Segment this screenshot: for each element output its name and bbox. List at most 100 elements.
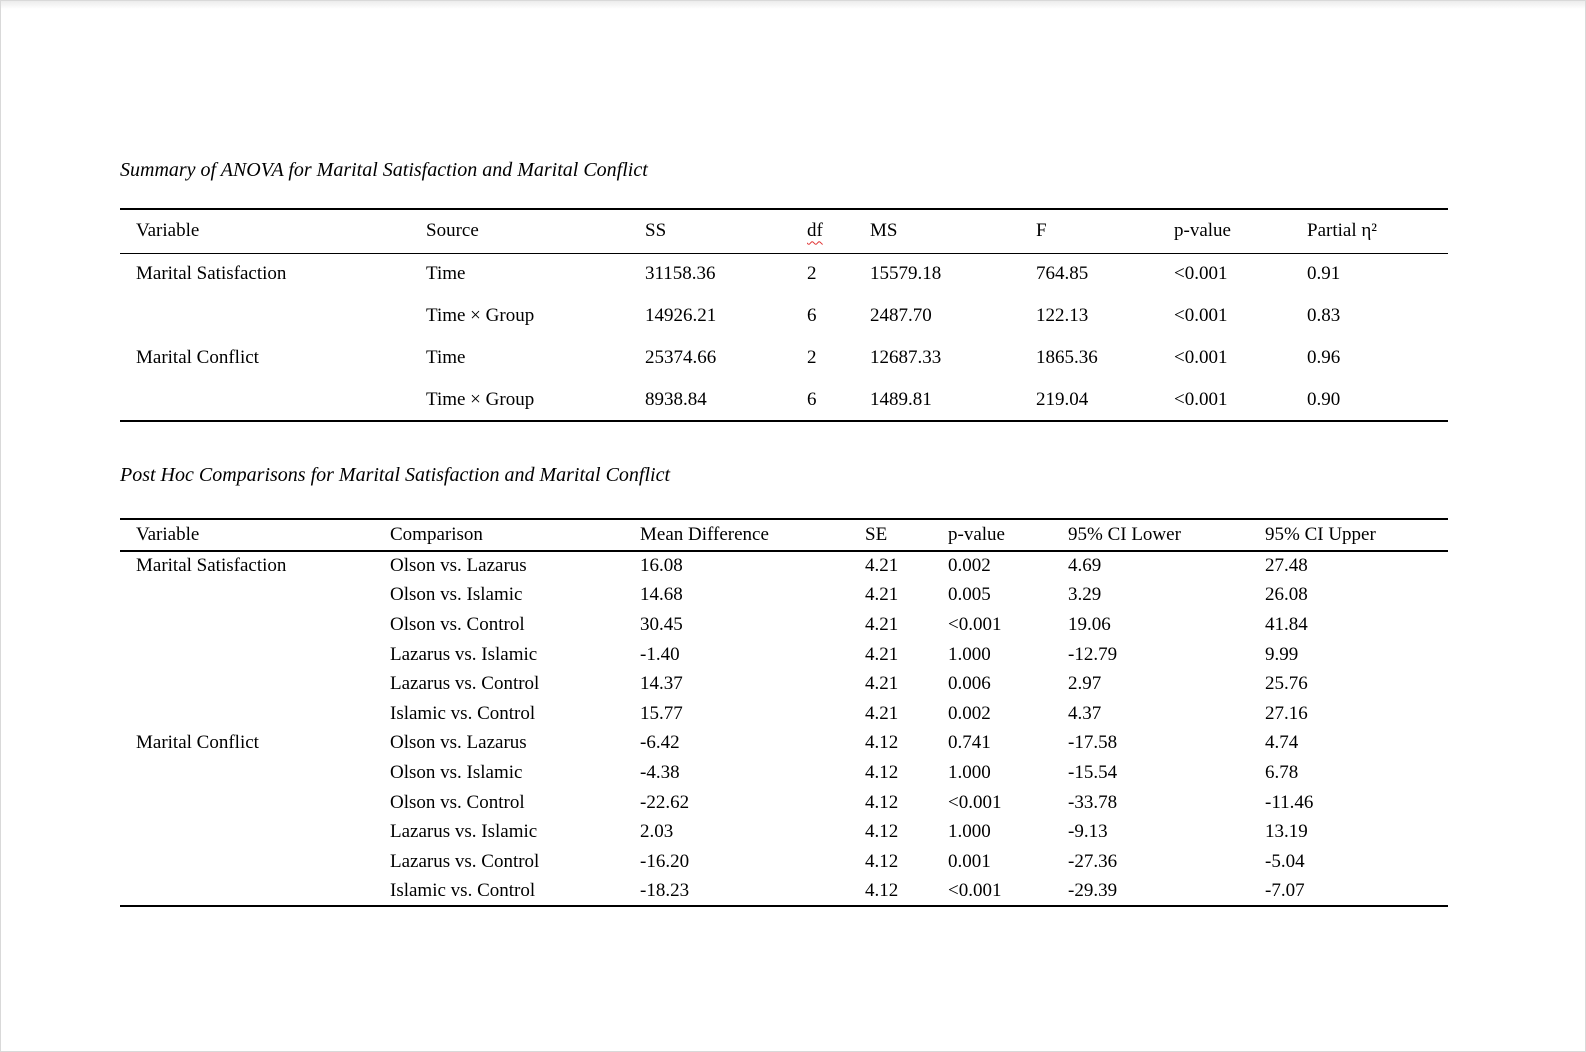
table-cell [120,758,390,788]
table-cell: Marital Satisfaction [136,555,287,577]
table-cell: <0.001 [1174,388,1228,410]
table-cell: 9.99 [1265,643,1299,665]
table-cell: Lazarus vs. Control [390,673,540,695]
table-cell: 4.21 [865,613,899,635]
table-cell [120,581,390,611]
table-cell: 0.83 [1307,305,1341,326]
table-cell: -27.36 [1068,850,1118,872]
table-cell: 4.12 [865,879,899,901]
table-row: Lazarus vs. Islamic -1.40 4.21 1.000 -12.79 9… [120,640,1448,670]
posthoc-header-ci-upper: 95% CI Upper [1265,524,1376,545]
table-cell: -33.78 [1068,791,1118,813]
table-cell: 4.12 [865,761,899,783]
table-cell: Lazarus vs. Islamic [390,821,538,843]
table-cell: -16.20 [640,850,690,872]
table-cell: -9.13 [1068,821,1108,843]
anova-header-df: df [807,209,870,253]
anova-table: Variable Source SS df MS F p-value Parti… [120,208,1448,422]
table-cell: -22.62 [640,791,690,813]
table-cell: 4.21 [865,673,899,695]
table-row: Lazarus vs. Islamic 2.03 4.12 1.000 -9.13 13.… [120,817,1448,847]
table-cell: 0.96 [1307,347,1341,368]
anova-header-ss: SS [645,220,667,242]
table-cell: 1865.36 [1036,347,1098,368]
table-cell: -29.39 [1068,879,1118,901]
table-row: Marital Satisfaction Olson vs. Lazarus 16.… [120,551,1448,581]
posthoc-table-body: Marital Satisfaction Olson vs. Lazarus 16.… [120,551,1448,906]
table-cell: 0.001 [948,850,991,872]
table-cell: 1.000 [948,643,991,665]
table-cell: -18.23 [640,879,690,901]
table-cell: 25.76 [1265,673,1308,695]
table-cell: 1489.81 [870,388,932,410]
table-cell: 0.005 [948,584,991,606]
table-cell: 31158.36 [645,263,716,285]
table-row: Lazarus vs. Control -16.20 4.12 0.001 -27.36… [120,847,1448,877]
table-cell: 0.006 [948,673,991,695]
table-cell: 14.37 [640,673,683,695]
anova-header-ms: MS [870,220,898,242]
table-cell: 6.78 [1265,761,1299,783]
table-cell: -12.79 [1068,643,1118,665]
table-row: Marital Satisfaction Time 31158.36 2 15579.1… [120,253,1448,295]
table-cell: -1.40 [640,643,680,665]
table-cell: 4.21 [865,584,899,606]
anova-header-pvalue: p-value [1174,220,1231,242]
table-row: Olson vs. Islamic 14.68 4.21 0.005 3.29 26.08 [120,581,1448,611]
table-cell: 4.12 [865,791,899,813]
table-cell: Time [426,347,466,368]
table-cell: 2.97 [1068,673,1102,695]
table-cell: 0.741 [948,732,991,754]
table-cell: 2.03 [640,821,674,843]
table-row: Islamic vs. Control -18.23 4.12 <0.001 -29.3… [120,877,1448,907]
table-cell: <0.001 [1174,347,1228,368]
table-row: Marital Conflict Olson vs. Lazarus -6.42 4.… [120,729,1448,759]
table-cell: Time × Group [426,305,535,326]
posthoc-header-ci-lower: 95% CI Lower [1068,524,1181,545]
posthoc-header-comparison: Comparison [390,524,483,545]
table-cell: Olson vs. Lazarus [390,732,527,754]
table-cell: Time [426,263,466,285]
table-cell: 30.45 [640,613,683,635]
table-cell: 6 [807,388,817,410]
table-cell: Olson vs. Islamic [390,761,523,783]
table-cell: 14926.21 [645,305,717,326]
table-cell: 2 [807,263,817,285]
table-cell: 4.21 [865,702,899,724]
table-cell: 1.000 [948,761,991,783]
table-cell: 13.19 [1265,821,1308,843]
df-misspelled-label: df [807,220,823,242]
table-cell: 19.06 [1068,613,1111,635]
table-cell: 4.12 [865,850,899,872]
posthoc-table-title: Post Hoc Comparisons for Marital Satisfa… [120,464,671,486]
table-cell [120,817,390,847]
table-row: Olson vs. Control 30.45 4.21 <0.001 19.06 41.… [120,610,1448,640]
table-cell: 4.69 [1068,555,1102,577]
table-row: Time × Group 8938.84 6 1489.81 219.04 <0.001 0… [120,379,1448,421]
table-cell: 16.08 [640,555,683,577]
posthoc-header-mean-difference: Mean Difference [640,524,769,545]
table-cell [120,699,390,729]
table-cell: 4.12 [865,732,899,754]
table-cell: Marital Conflict [136,347,259,368]
table-cell: 2 [807,347,817,368]
table-cell: 26.08 [1265,584,1308,606]
table-cell: 27.48 [1265,555,1308,577]
table-cell: 122.13 [1036,305,1089,326]
table-cell: -5.04 [1265,850,1305,872]
table-cell: Marital Satisfaction [136,263,287,285]
table-cell: 1.000 [948,821,991,843]
table-row: Olson vs. Control -22.62 4.12 <0.001 -33.78 -… [120,788,1448,818]
table-cell: 12687.33 [870,347,942,368]
posthoc-header-se: SE [865,524,888,545]
table-cell: 4.74 [1265,732,1299,754]
table-cell [120,877,390,907]
table-cell: Islamic vs. Control [390,702,536,724]
table-cell [120,379,426,421]
table-cell: -6.42 [640,732,680,754]
table-cell: 2487.70 [870,305,932,326]
table-cell: Lazarus vs. Control [390,850,540,872]
table-cell: 25374.66 [645,347,717,368]
table-cell: -17.58 [1068,732,1118,754]
anova-header-variable: Variable [136,220,200,242]
